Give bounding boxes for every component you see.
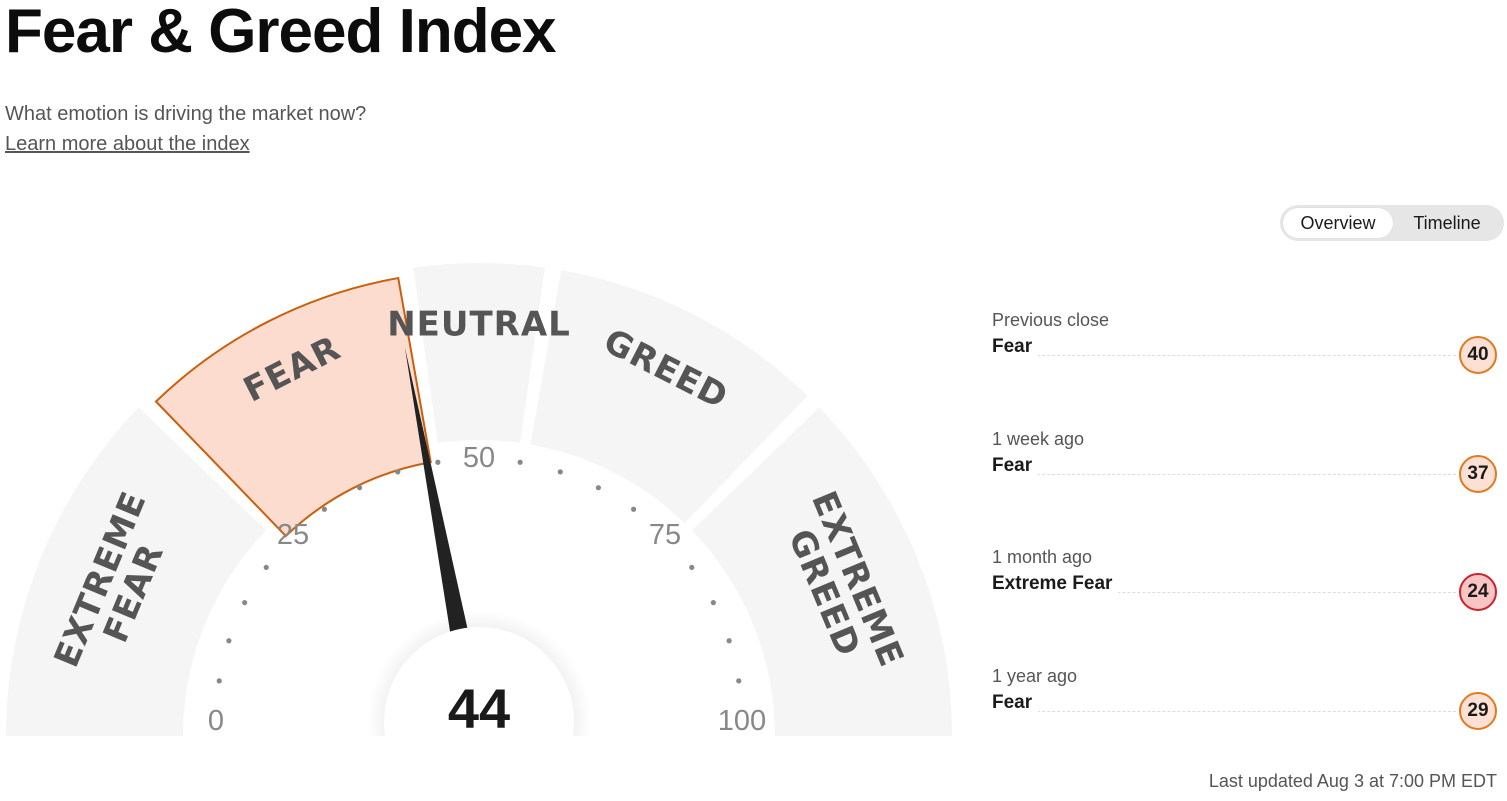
- gauge-zone-fear: [154, 276, 432, 538]
- gauge-tick-dot: [736, 678, 742, 684]
- gauge-hub: [384, 627, 574, 740]
- last-updated: Last updated Aug 3 at 7:00 PM EDT: [1208, 771, 1497, 791]
- gauge-tick-dot: [595, 485, 601, 491]
- gauge-tick-label: 0: [208, 705, 224, 737]
- history-item-1-year: 1 year ago Fear 29: [992, 666, 1500, 785]
- gauge-tick-dot: [726, 638, 732, 644]
- gauge-tick-dot: [321, 506, 328, 512]
- history-label: 1 month ago: [992, 547, 1093, 567]
- history-item-1-week: 1 week ago Fear 37: [992, 429, 1500, 548]
- history-rating: Fear: [992, 336, 1039, 358]
- history-value-badge: 29: [1459, 691, 1497, 730]
- tab-overview[interactable]: Overview: [1283, 208, 1393, 238]
- gauge-tick-dot: [216, 678, 222, 684]
- gauge-tick-dot: [630, 506, 637, 512]
- gauge-tick-dot: [557, 469, 563, 475]
- history-item-1-month: 1 month ago Extreme Fear 24: [992, 547, 1500, 666]
- history-label: Previous close: [992, 310, 1110, 330]
- gauge-tick-dot: [710, 600, 716, 606]
- gauge-tick-dot: [435, 459, 441, 465]
- view-toggle: Overview Timeline: [1280, 205, 1504, 241]
- gauge-tick-label: 100: [718, 705, 766, 737]
- dotted-leader: [992, 710, 1456, 712]
- history-value-badge: 37: [1459, 454, 1497, 493]
- page-subtitle: What emotion is driving the market now?: [5, 103, 367, 125]
- page-title: Fear & Greed Index: [5, 0, 557, 66]
- learn-more-link[interactable]: Learn more about the index: [5, 133, 250, 155]
- gauge-tick-dot: [395, 469, 401, 475]
- history-item-previous-close: Previous close Fear 40: [992, 310, 1500, 429]
- history-value-badge: 40: [1459, 336, 1497, 374]
- gauge-zone-neutral: [413, 263, 545, 443]
- gauge-zone-label: NEUTRAL: [387, 305, 571, 345]
- dotted-leader: [992, 473, 1456, 475]
- gauge-value: 44: [448, 677, 510, 740]
- gauge-zone-extreme-fear: [6, 407, 267, 736]
- gauge-tick-dot: [242, 600, 248, 606]
- dotted-leader: [992, 592, 1456, 593]
- gauge-tick-dot: [263, 564, 269, 571]
- gauge-tick-dot: [517, 459, 523, 465]
- tab-timeline[interactable]: Timeline: [1413, 213, 1481, 233]
- gauge-tick-label: 75: [649, 519, 681, 551]
- gauge-zone-label-line: NEUTRAL: [387, 305, 571, 345]
- gauge-tick-dot: [689, 564, 695, 571]
- dotted-leader: [992, 355, 1456, 356]
- gauge-tick-dot: [357, 485, 363, 491]
- gauge-needle: [404, 347, 476, 670]
- gauge-tick-label: 50: [463, 442, 495, 474]
- gauge-baseline-mask: [0, 736, 960, 740]
- gauge-zone-extreme-greed: [691, 407, 952, 736]
- history-rating: Fear: [992, 454, 1039, 477]
- history-list: Previous close Fear 40 1 week ago Fear 3…: [992, 310, 1500, 784]
- history-value-badge: 24: [1459, 573, 1497, 611]
- history-label: 1 year ago: [992, 665, 1078, 686]
- history-rating: Extreme Fear: [992, 573, 1119, 595]
- history-rating: Fear: [992, 691, 1039, 714]
- gauge-tick-dot: [226, 638, 232, 644]
- gauge-tick-label: 25: [277, 519, 309, 551]
- gauge-zone-greed: [530, 270, 808, 524]
- history-label: 1 week ago: [992, 428, 1085, 449]
